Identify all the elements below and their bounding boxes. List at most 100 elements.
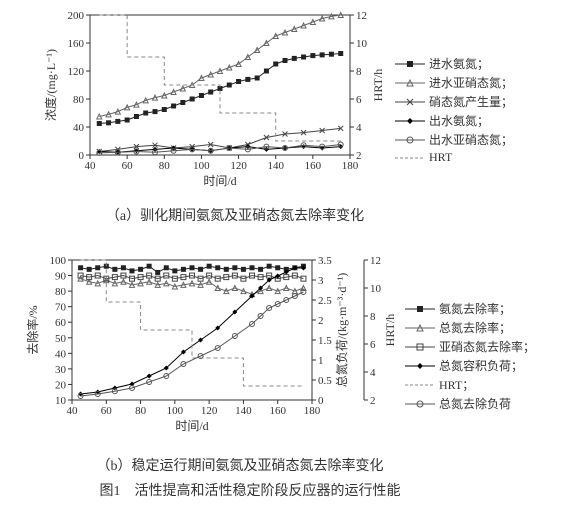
legend-marker-tn-removal <box>405 323 435 333</box>
svg-text:60: 60 <box>55 317 67 329</box>
svg-text:4: 4 <box>370 367 376 379</box>
legend-label-tn-removal: 总氮去除率； <box>439 319 511 336</box>
svg-text:140: 140 <box>235 405 252 417</box>
legend-label-hrt: HRT <box>429 150 452 165</box>
chart-a-legend: 进水氨氮； 进水亚硝态氮； 硝态氮产生量； 出水氨氮； 出水亚硝态氮； HRT <box>395 55 513 167</box>
svg-text:1: 1 <box>318 355 324 367</box>
svg-text:160: 160 <box>269 405 286 417</box>
legend-marker-hrt-b <box>405 380 435 390</box>
legend-marker-in-nitrite <box>395 78 425 88</box>
legend-marker-in-ammonia <box>395 59 425 69</box>
legend-label-out-nitrite: 出水亚硝态氮； <box>429 131 513 148</box>
legend-item-hrt-b: HRT； <box>405 376 535 393</box>
caption-b: （b）稳定运行期间氨氮及亚硝态氮去除率变化 <box>40 455 440 475</box>
chart-b-svg: 406080100120140160180时间/d102030405060708… <box>20 250 410 445</box>
svg-text:40: 40 <box>67 405 79 417</box>
legend-marker-tn-removal-load <box>405 399 435 409</box>
svg-text:2: 2 <box>318 315 324 327</box>
svg-text:80: 80 <box>159 160 171 172</box>
legend-item-in-ammonia: 进水氨氮； <box>395 55 513 72</box>
svg-text:20: 20 <box>55 379 67 391</box>
svg-text:时间/d: 时间/d <box>175 419 208 433</box>
svg-text:0: 0 <box>318 395 324 407</box>
caption-fig: 图1 活性提高和活性稳定阶段反应器的运行性能 <box>50 480 450 500</box>
svg-text:0.5: 0.5 <box>318 375 332 387</box>
svg-text:120: 120 <box>201 405 218 417</box>
svg-text:8: 8 <box>370 311 376 323</box>
chart-b-block: 406080100120140160180时间/d102030405060708… <box>20 250 410 445</box>
chart-b-legend: 氨氮去除率； 总氮去除率； 亚硝态氮去除率； 总氮容积负荷； HRT； 总氮去除… <box>405 300 535 414</box>
svg-text:100: 100 <box>193 160 210 172</box>
legend-item-out-nitrite: 出水亚硝态氮； <box>395 131 513 148</box>
legend-item-nitrate-prod: 硝态氮产生量； <box>395 93 513 110</box>
svg-text:总氮负荷/(kg·m⁻³·d⁻¹): 总氮负荷/(kg·m⁻³·d⁻¹) <box>334 273 349 388</box>
legend-item-in-nitrite: 进水亚硝态氮； <box>395 74 513 91</box>
legend-marker-nitrite-removal <box>405 342 435 352</box>
legend-marker-out-ammonia <box>395 116 425 126</box>
legend-marker-ammonia-removal <box>405 304 435 314</box>
svg-text:80: 80 <box>135 405 147 417</box>
svg-text:8: 8 <box>356 66 362 78</box>
legend-marker-hrt <box>395 153 425 163</box>
chart-a-svg: 406080100120140160180时间/d04080120160200浓… <box>30 5 400 200</box>
svg-text:6: 6 <box>356 94 362 106</box>
svg-text:0: 0 <box>79 150 85 162</box>
legend-label-nitrite-removal: 亚硝态氮去除率； <box>439 338 535 355</box>
legend-item-tn-removal: 总氮去除率； <box>405 319 535 336</box>
svg-text:60: 60 <box>101 405 113 417</box>
svg-text:时间/d: 时间/d <box>203 174 236 188</box>
legend-label-tn-volumetric-load: 总氮容积负荷； <box>439 357 523 374</box>
svg-text:2.5: 2.5 <box>318 295 332 307</box>
legend-label-hrt-b: HRT； <box>439 376 474 393</box>
legend-label-in-nitrite: 进水亚硝态氮； <box>429 74 513 91</box>
svg-text:40: 40 <box>55 348 67 360</box>
svg-text:160: 160 <box>68 38 85 50</box>
svg-text:12: 12 <box>370 255 381 267</box>
svg-text:12: 12 <box>356 10 367 22</box>
svg-text:2: 2 <box>356 150 362 162</box>
svg-text:80: 80 <box>73 94 85 106</box>
legend-marker-out-nitrite <box>395 135 425 145</box>
legend-item-ammonia-removal: 氨氮去除率； <box>405 300 535 317</box>
svg-text:120: 120 <box>68 66 85 78</box>
legend-label-ammonia-removal: 氨氮去除率； <box>439 300 511 317</box>
legend-label-out-ammonia: 出水氨氮； <box>429 112 489 129</box>
svg-text:浓度/(mg·L⁻¹): 浓度/(mg·L⁻¹) <box>43 49 58 121</box>
svg-text:3: 3 <box>318 275 324 287</box>
svg-text:3.5: 3.5 <box>318 255 332 267</box>
svg-text:10: 10 <box>370 283 382 295</box>
legend-item-out-ammonia: 出水氨氮； <box>395 112 513 129</box>
svg-text:70: 70 <box>55 302 67 314</box>
svg-text:30: 30 <box>55 364 67 376</box>
legend-item-tn-removal-load: 总氮去除负荷 <box>405 395 535 412</box>
svg-text:1.5: 1.5 <box>318 335 332 347</box>
svg-text:140: 140 <box>267 160 284 172</box>
legend-label-in-ammonia: 进水氨氮； <box>429 55 489 72</box>
legend-item-tn-volumetric-load: 总氮容积负荷； <box>405 357 535 374</box>
svg-text:120: 120 <box>230 160 247 172</box>
legend-marker-tn-volumetric-load <box>405 361 435 371</box>
chart-a-block: 406080100120140160180时间/d04080120160200浓… <box>30 5 400 200</box>
svg-text:HRT/h: HRT/h <box>383 314 397 347</box>
svg-text:2: 2 <box>370 395 376 407</box>
svg-text:100: 100 <box>167 405 184 417</box>
svg-text:40: 40 <box>85 160 97 172</box>
svg-text:50: 50 <box>55 333 67 345</box>
svg-text:60: 60 <box>122 160 133 172</box>
svg-text:6: 6 <box>370 339 376 351</box>
svg-text:4: 4 <box>356 122 362 134</box>
caption-a: （a）驯化期间氨氮及亚硝态氮去除率变化 <box>60 205 410 225</box>
svg-text:HRT/h: HRT/h <box>371 69 385 102</box>
legend-item-hrt: HRT <box>395 150 513 165</box>
legend-item-nitrite-removal: 亚硝态氮去除率； <box>405 338 535 355</box>
svg-text:10: 10 <box>55 395 67 407</box>
legend-label-tn-removal-load: 总氮去除负荷 <box>439 395 511 412</box>
svg-text:100: 100 <box>50 255 67 267</box>
svg-text:去除率/%: 去除率/% <box>25 305 40 354</box>
svg-text:80: 80 <box>55 286 67 298</box>
svg-text:200: 200 <box>68 10 85 22</box>
svg-text:90: 90 <box>55 271 67 283</box>
legend-marker-nitrate-prod <box>395 97 425 107</box>
svg-text:10: 10 <box>356 38 368 50</box>
legend-label-nitrate-prod: 硝态氮产生量； <box>429 93 513 110</box>
